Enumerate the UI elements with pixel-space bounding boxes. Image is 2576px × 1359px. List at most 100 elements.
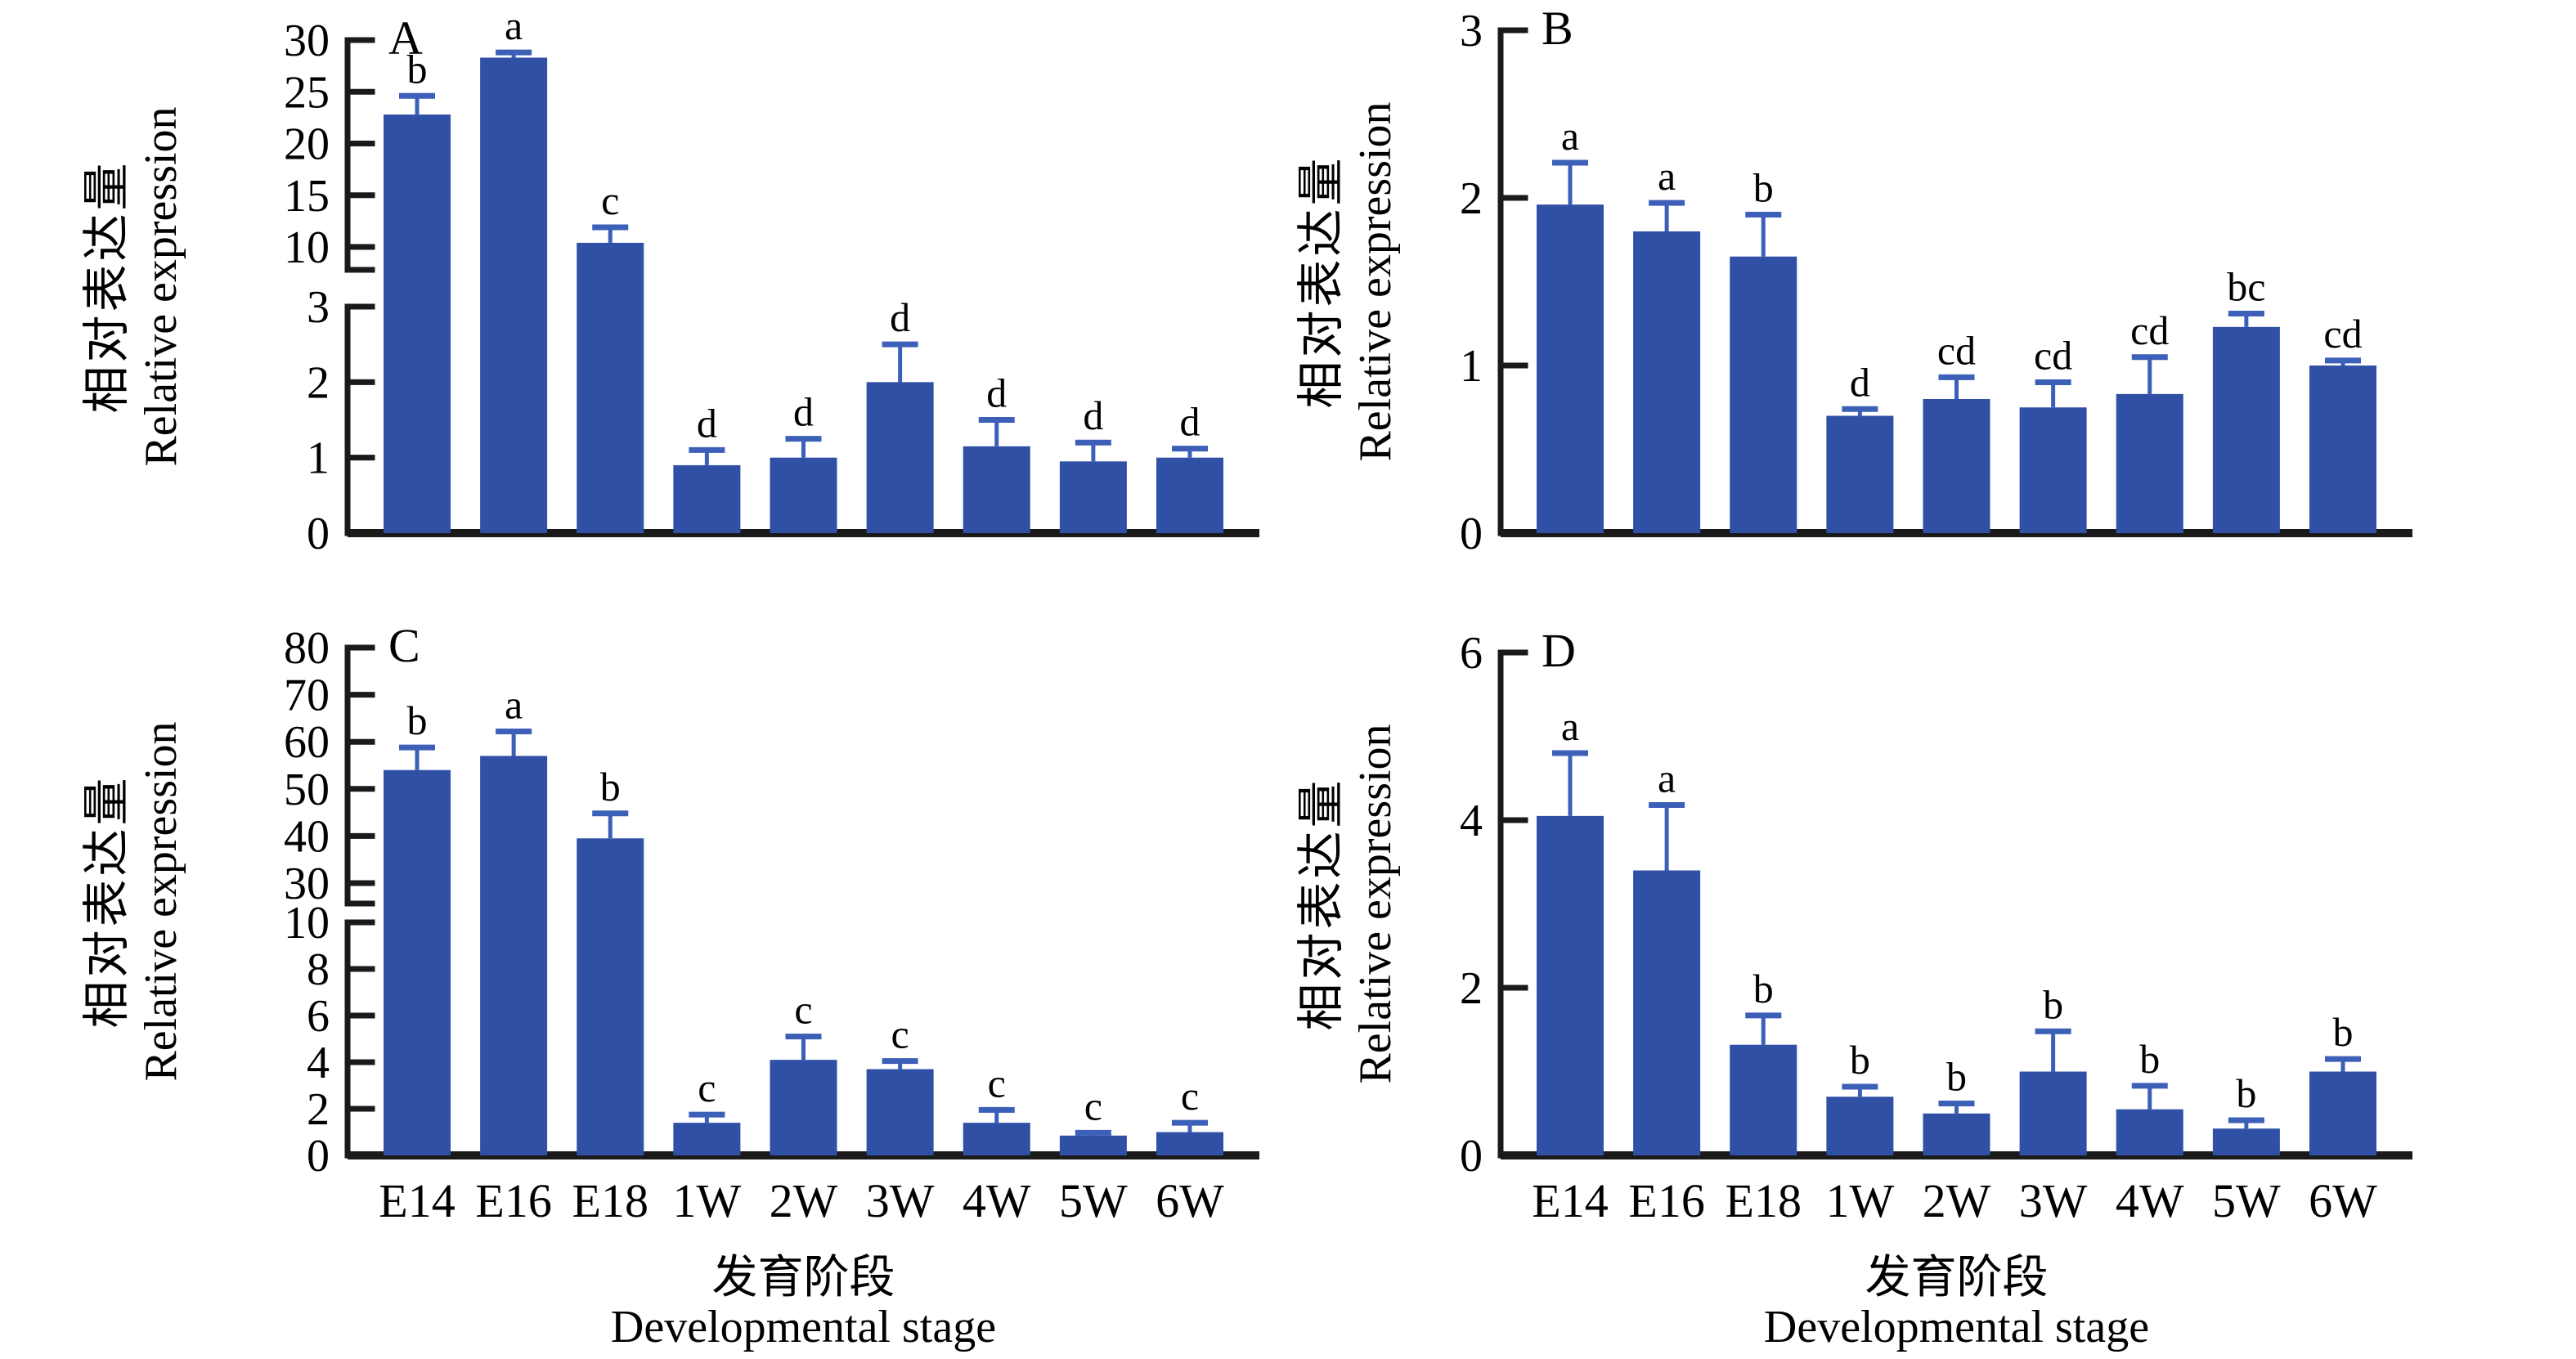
sig-letter: a [1658, 756, 1676, 801]
sig-letter: d [1850, 359, 1870, 405]
bar-E14 [384, 114, 451, 533]
y-tick-label: 3 [1460, 6, 1483, 56]
x-tick-label-E16: E16 [475, 1174, 551, 1227]
bar-5W [1059, 1135, 1127, 1155]
error-bar-E16 [1649, 802, 1685, 871]
bar-3W [866, 382, 934, 533]
sig-letter: c [891, 1011, 909, 1057]
error-bar-E14 [399, 744, 435, 770]
error-bar-E16 [496, 729, 532, 756]
error-bar-3W [882, 1058, 918, 1070]
error-bar-2W [1938, 374, 1975, 399]
sig-letter: c [601, 177, 619, 223]
y-tick-label: 15 [284, 171, 330, 222]
y-tick-label: 8 [307, 944, 330, 995]
panel-letter-A: A [388, 11, 423, 65]
sig-letter: b [2043, 981, 2063, 1027]
bar-E14 [1537, 204, 1604, 533]
sig-letter: c [988, 1060, 1006, 1106]
sig-letter: b [407, 697, 428, 743]
sig-letter: cd [2034, 333, 2072, 379]
error-bar-4W [978, 1106, 1015, 1124]
y-tick-label: 2 [307, 1084, 330, 1135]
x-tick-label-E18: E18 [572, 1174, 648, 1227]
error-bar-2W [1938, 1100, 1975, 1114]
error-bar-6W [1172, 1119, 1208, 1132]
y-axis-title-en: Relative expression [136, 721, 186, 1081]
sig-letter: a [1658, 153, 1676, 199]
sig-letter: cd [2323, 311, 2362, 357]
error-bar-1W [1842, 406, 1878, 416]
bar-6W [2309, 1071, 2376, 1155]
x-tick-label-3W: 3W [866, 1174, 935, 1227]
bar-1W [673, 464, 741, 533]
error-bar-3W [2035, 1028, 2071, 1072]
x-axis-title-zh: 发育阶段 [712, 1253, 895, 1303]
error-bar-1W [689, 1111, 725, 1124]
sig-letter: bc [2227, 263, 2265, 309]
sig-letter: c [794, 987, 812, 1033]
panel-letter-C: C [388, 621, 420, 672]
bar-2W [770, 457, 837, 533]
y-tick-label: 6 [1460, 628, 1483, 679]
bar-E14 [384, 769, 451, 1155]
y-tick-label: 2 [1460, 963, 1483, 1014]
sig-letter: b [2333, 1009, 2354, 1055]
y-axis-title-en: Relative expression [1350, 724, 1401, 1083]
y-axis-title-zh: 相对表达量 [80, 774, 133, 1028]
sig-letter: cd [1937, 327, 1976, 373]
x-tick-label-6W: 6W [1156, 1174, 1224, 1227]
y-axis-title-zh: 相对表达量 [1295, 155, 1348, 408]
bar-2W [1923, 1113, 1990, 1155]
y-tick-label: 1 [1460, 341, 1483, 392]
bar-1W [673, 1123, 741, 1155]
x-tick-label-1W: 1W [1826, 1174, 1895, 1227]
y-tick-label: 6 [307, 991, 330, 1042]
error-bar-6W [2325, 1056, 2361, 1072]
x-tick-label-4W: 4W [963, 1174, 1031, 1227]
x-tick-label-1W: 1W [673, 1174, 742, 1227]
error-bar-5W [1075, 439, 1111, 462]
y-tick-label: 0 [307, 509, 330, 559]
error-bar-3W [882, 341, 918, 383]
y-tick-label: 3 [307, 282, 330, 333]
error-bar-5W [2228, 310, 2264, 327]
error-bar-6W [1172, 446, 1208, 458]
bar-2W [1923, 399, 1990, 533]
panel-d-chart: 0 2 4 6 Da a b b b b b b b E14 E16 E18 1W 2W 3W 4W 5W 6W 发育阶段D… [1295, 624, 2412, 1352]
bars-D: a a b b b b b b b [1537, 703, 2376, 1155]
bar-2W [770, 1060, 837, 1155]
x-tick-label-2W: 2W [770, 1174, 838, 1227]
sig-letter: c [1084, 1083, 1102, 1128]
y-tick-label: 80 [284, 623, 330, 674]
bars-C: b a b c c c c c c [384, 682, 1223, 1155]
error-bar-3W [2035, 379, 2071, 408]
bars-A: b a c d d d d d d [384, 2, 1223, 533]
y-tick-label: 25 [284, 67, 330, 118]
y-tick-label: 2 [1460, 173, 1483, 224]
bar-3W [2019, 407, 2087, 533]
y-tick-label: 20 [284, 119, 330, 170]
bar-5W [1059, 461, 1127, 533]
x-tick-label-5W: 5W [2212, 1174, 2281, 1227]
bar-E16 [480, 57, 548, 533]
bar-3W [866, 1069, 934, 1155]
sig-letter: b [407, 46, 428, 92]
bar-3W [2019, 1071, 2087, 1155]
y-tick-label: 0 [1460, 1131, 1483, 1182]
sig-letter: b [1850, 1037, 1870, 1083]
bar-E18 [1730, 1044, 1797, 1155]
sig-letter: d [1083, 392, 1103, 438]
bars-B: a a b d cd cd cd bc cd [1537, 113, 2376, 533]
error-bar-4W [2131, 354, 2168, 394]
panel-b-chart: 0 1 2 3 Ba a b d cd cd cd bc cd 相对表达量 Relative express… [1295, 2, 2412, 559]
y-tick-label: 30 [284, 16, 330, 66]
sig-letter: b [1753, 966, 1774, 1011]
y-axis-title-en: Relative expression [1350, 101, 1401, 461]
error-bar-4W [2131, 1083, 2168, 1110]
y-tick-label: 0 [1460, 509, 1483, 559]
x-tick-label-E14: E14 [1532, 1174, 1608, 1227]
